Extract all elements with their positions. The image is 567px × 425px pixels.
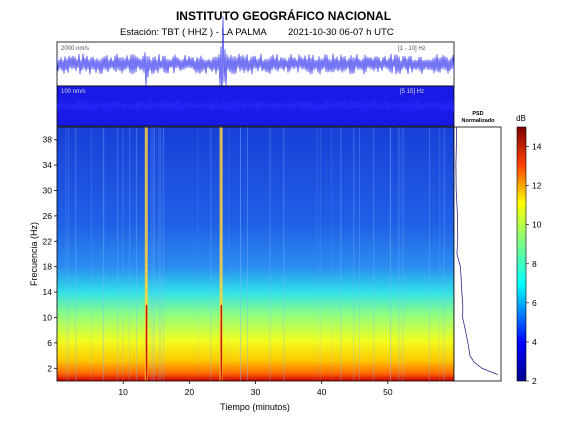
colorbar-ticks: 2 4 6 8 10 12 14 — [526, 142, 542, 386]
psd-subtitle: Normalizado — [461, 118, 495, 124]
spectrogram-streak — [163, 127, 165, 381]
colorbar-tick-label: 12 — [532, 181, 542, 191]
spectrogram-streak — [390, 127, 391, 381]
spectrogram-lines — [65, 127, 446, 381]
seismogram-panel-raw: 2000 nm/s [1 - 10] Hz — [56, 16, 455, 98]
spectrogram-streak — [75, 127, 77, 381]
spectrogram-event-core — [145, 304, 148, 381]
y-tick-label: 38 — [43, 135, 53, 145]
spectrogram-streak — [401, 127, 403, 381]
spectrogram-streak — [247, 127, 248, 381]
spectrogram-streak — [102, 127, 104, 381]
x-tick-label: 30 — [251, 387, 261, 397]
spectrogram-streak — [269, 127, 271, 381]
colorbar-tick-label: 10 — [532, 220, 542, 230]
spectrogram-streak — [353, 127, 355, 381]
spectrogram-streak — [403, 127, 405, 381]
spectrogram-streak — [197, 127, 199, 381]
spectrogram-streak — [373, 127, 375, 381]
spectrogram-streak — [429, 127, 430, 381]
spectrogram-streak — [210, 127, 212, 381]
spectrogram-streak — [439, 127, 441, 381]
spectrogram-streak — [316, 127, 318, 381]
y-tick-label: 14 — [43, 287, 53, 297]
y-tick-label: 34 — [43, 160, 53, 170]
spectrogram-event-core — [220, 304, 223, 381]
spectrogram-event-line — [219, 127, 223, 381]
psd-panel: PSD Normalizado — [453, 111, 502, 382]
spectrogram-streak — [319, 127, 321, 381]
spectrogram-streak — [240, 127, 241, 381]
seismogram-panel-filtered: 100 nm/s [5 15] Hz — [56, 85, 455, 127]
colorbar-tick-label: 8 — [532, 259, 537, 269]
spectrogram-streak — [129, 127, 131, 381]
spectrogram-streak — [152, 127, 154, 381]
y-tick-label: 18 — [43, 262, 53, 272]
y-tick-label: 6 — [47, 338, 52, 348]
spectrogram-streak — [283, 127, 285, 381]
y-tick-label: 2 — [47, 363, 52, 373]
spectrogram-streak — [330, 127, 332, 381]
spectrogram-streak — [158, 127, 160, 381]
x-axis-label: Tiempo (minutos) — [220, 402, 290, 412]
x-ticks: 10 20 30 40 50 — [118, 381, 393, 397]
station-label: Estación: TBT ( HHZ ) - LA PALMA — [120, 27, 267, 38]
y-tick-label: 22 — [43, 236, 53, 246]
spectrogram-streak — [153, 127, 155, 381]
spectrogram-streak — [398, 127, 400, 381]
colorbar-tick-label: 2 — [532, 376, 537, 386]
scale-label-filtered: 100 nm/s — [61, 89, 86, 95]
spectrogram-streak — [160, 127, 162, 381]
band-label-filtered: [5 15] Hz — [400, 89, 424, 95]
spectrogram-streak — [239, 127, 241, 381]
spectrogram-streak — [135, 127, 137, 381]
colorbar-label: dB — [516, 114, 526, 123]
colorbar-tick-label: 6 — [532, 298, 537, 308]
y-tick-label: 26 — [43, 211, 53, 221]
band-label-raw: [1 - 10] Hz — [398, 46, 426, 52]
spectrogram-streak — [444, 127, 446, 381]
colorbar-tick-label: 4 — [532, 337, 537, 347]
spectrogram-streak — [389, 127, 391, 381]
x-tick-label: 40 — [317, 387, 327, 397]
x-tick-label: 20 — [185, 387, 195, 397]
spectrogram-streak — [340, 127, 342, 381]
y-axis-label: Frecuencia (Hz) — [29, 222, 39, 286]
spectrogram-streak — [68, 127, 70, 381]
datetime-label: 2021-10-30 06-07 h UTC — [288, 27, 394, 38]
spectrogram-streak — [442, 127, 444, 381]
x-tick-label: 50 — [383, 387, 393, 397]
colorbar-tick-label: 14 — [532, 142, 542, 152]
spectrogram-streak — [228, 127, 230, 381]
colorbar: dB 2 4 6 8 10 12 14 — [516, 114, 542, 386]
psd-title: PSD — [472, 111, 483, 117]
spectrogram-streak — [150, 127, 152, 381]
spectrogram-streak — [65, 127, 67, 381]
spectrogram-streak — [359, 127, 361, 381]
psd-line — [455, 126, 498, 375]
spectrogram-event-line — [144, 127, 148, 381]
seismogram-trace-raw — [56, 16, 455, 98]
spectrogram-streak — [103, 127, 105, 381]
page-title: INSTITUTO GEOGRÁFICO NACIONAL — [175, 9, 392, 23]
scale-label-raw: 2000 nm/s — [61, 46, 89, 52]
y-tick-label: 10 — [43, 313, 53, 323]
seismogram-trace-filtered — [56, 99, 455, 113]
spectrogram-streak — [122, 127, 124, 381]
spectrogram-streak — [117, 127, 119, 381]
x-tick-label: 10 — [118, 387, 128, 397]
spectrogram-streak — [90, 127, 92, 381]
y-tick-label: 30 — [43, 186, 53, 196]
